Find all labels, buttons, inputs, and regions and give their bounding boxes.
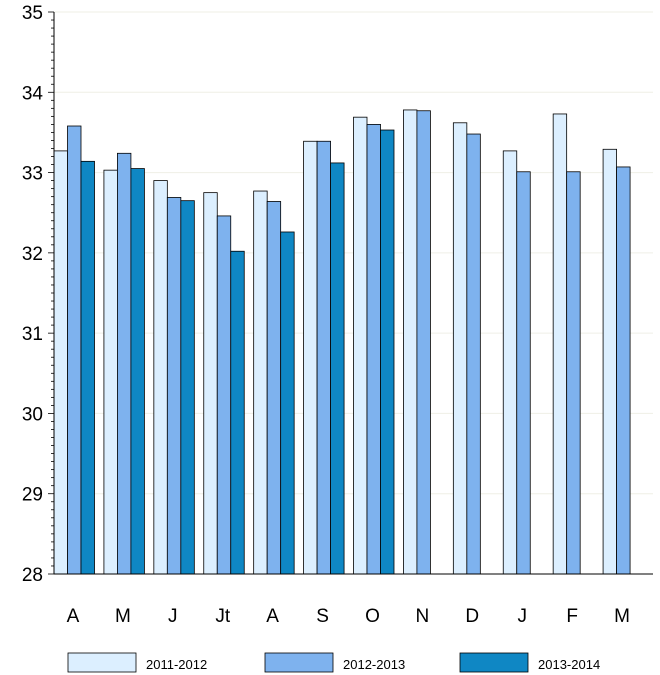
bar	[380, 129, 395, 575]
x-tick-label: M	[614, 606, 630, 627]
y-axis-ticks: 28 29 30 31 32 33 34 35	[22, 3, 44, 586]
y-tick-label: 29	[22, 485, 43, 506]
x-tick-label: Jt	[215, 606, 231, 627]
x-tick-label: F	[566, 606, 578, 627]
x-axis-ticks: A M J Jt A S O N D J F M	[67, 606, 630, 627]
bar	[280, 231, 295, 575]
axes	[48, 11, 653, 575]
bar	[452, 122, 468, 575]
bar	[516, 171, 531, 575]
bar	[316, 140, 331, 575]
bar	[602, 148, 617, 575]
bar	[403, 109, 418, 575]
legend-swatch	[264, 652, 334, 673]
bar	[53, 150, 68, 575]
bar	[502, 150, 518, 575]
x-tick-label: J	[517, 606, 527, 627]
y-tick-label: 34	[22, 83, 44, 104]
x-tick-label: A	[266, 606, 279, 627]
bar	[616, 166, 631, 575]
y-tick-label: 28	[22, 565, 43, 586]
bar	[330, 162, 345, 575]
bar	[353, 116, 368, 575]
y-tick-label: 32	[22, 244, 43, 265]
legend-label: 2013-2014	[538, 657, 600, 672]
x-tick-label: J	[168, 606, 178, 627]
bar	[117, 152, 132, 575]
x-tick-label: S	[316, 606, 329, 627]
bar	[166, 197, 182, 575]
legend-swatch	[67, 652, 137, 673]
legend-label: 2011-2012	[146, 657, 207, 672]
bar	[416, 110, 431, 575]
bar	[266, 201, 282, 575]
y-tick-label: 33	[22, 164, 43, 185]
bar	[303, 140, 318, 575]
bar	[130, 168, 145, 575]
bar	[552, 113, 568, 575]
legend-label: 2012-2013	[343, 657, 405, 672]
y-tick-label: 35	[22, 3, 43, 24]
bar	[67, 125, 82, 575]
x-tick-label: N	[416, 606, 430, 627]
bar	[153, 180, 168, 575]
x-tick-label: O	[365, 606, 380, 627]
bar	[216, 215, 232, 575]
bar	[80, 160, 95, 575]
bars	[53, 109, 631, 575]
x-tick-label: A	[67, 606, 80, 627]
bar	[366, 124, 381, 575]
bar	[466, 133, 481, 575]
legend: 2011-2012 2012-2013 2013-2014	[67, 652, 600, 673]
bar	[203, 192, 218, 575]
legend-swatch	[459, 652, 529, 673]
y-tick-label: 31	[22, 324, 43, 345]
bar	[566, 171, 581, 575]
bar	[103, 169, 118, 575]
bar	[180, 200, 195, 575]
bar	[253, 190, 268, 575]
x-tick-label: D	[465, 606, 479, 627]
y-tick-label: 30	[22, 404, 43, 425]
bar	[230, 250, 245, 575]
x-tick-label: M	[115, 606, 131, 627]
